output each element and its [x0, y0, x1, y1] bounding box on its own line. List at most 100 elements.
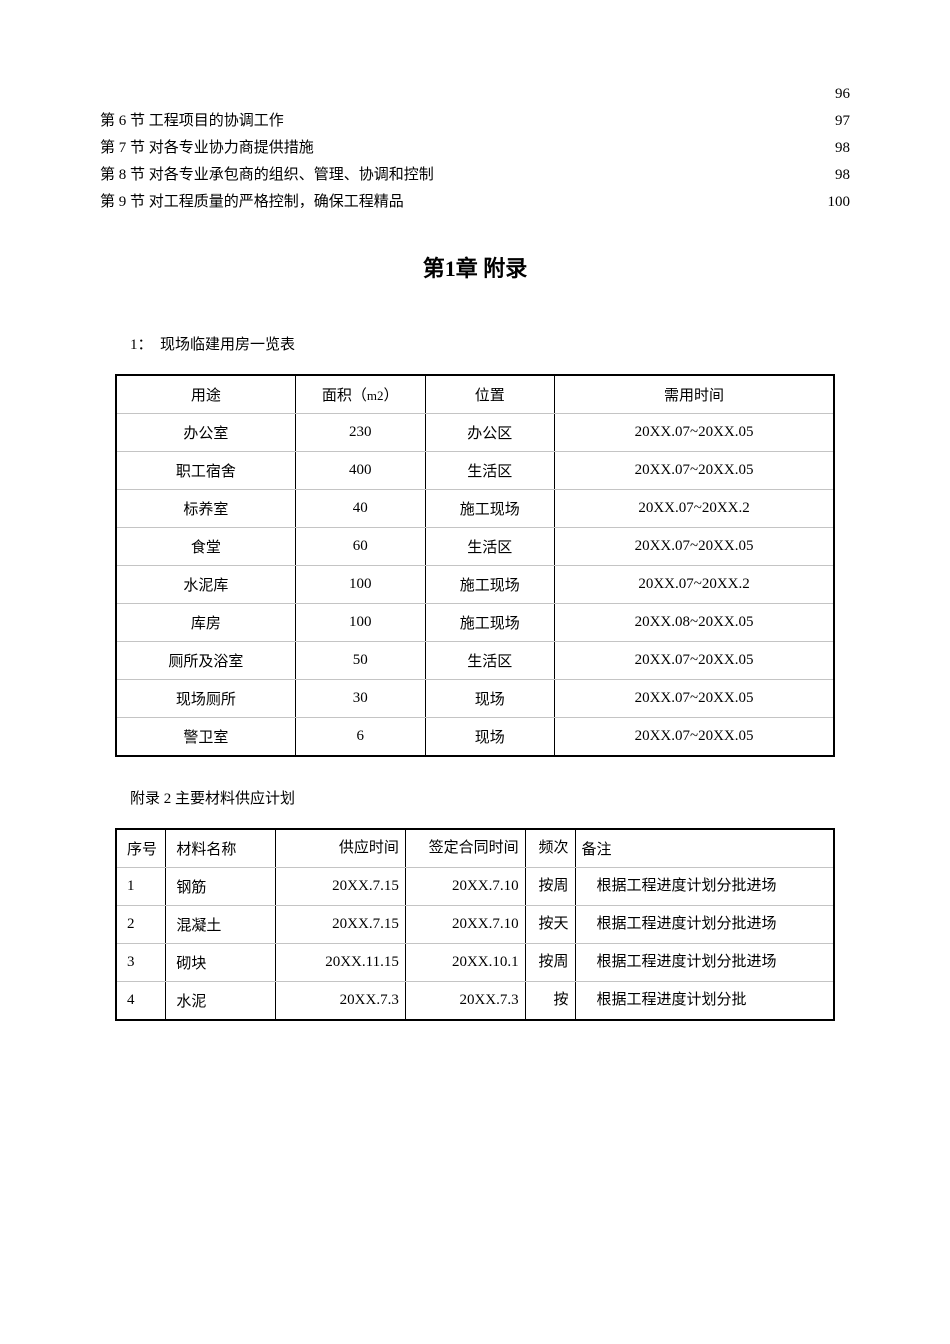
- cell: 6: [295, 718, 425, 757]
- cell: 40: [295, 490, 425, 528]
- table-row: 警卫室 6 现场 20XX.07~20XX.05: [116, 718, 834, 757]
- cell: 230: [295, 414, 425, 452]
- cell: 20XX.07~20XX.05: [555, 414, 834, 452]
- toc-line-0: 96: [100, 86, 850, 103]
- cell: 水泥: [166, 982, 276, 1021]
- chapter-title: 第1章 附录: [100, 251, 850, 283]
- cell: 20XX.07~20XX.05: [555, 680, 834, 718]
- cell: 现场厕所: [116, 680, 295, 718]
- cell: 20XX.10.1: [405, 944, 525, 982]
- cell: 办公区: [425, 414, 555, 452]
- table-row: 库房 100 施工现场 20XX.08~20XX.05: [116, 604, 834, 642]
- cell: 20XX.07~20XX.05: [555, 642, 834, 680]
- table-header-row: 用途 面积（m2） 位置 需用时间: [116, 375, 834, 414]
- col-material: 材料名称: [166, 829, 276, 868]
- cell: 3: [116, 944, 166, 982]
- col-area: 面积（m2）: [295, 375, 425, 414]
- cell: 2: [116, 906, 166, 944]
- cell: 按天: [525, 906, 575, 944]
- col-contract-time: 签定合同时间: [405, 829, 525, 868]
- toc-text: 第 6 节 工程项目的协调工作: [100, 109, 284, 130]
- cell: 60: [295, 528, 425, 566]
- cell: 食堂: [116, 528, 295, 566]
- cell: 生活区: [425, 452, 555, 490]
- cell: 20XX.07~20XX.05: [555, 718, 834, 757]
- cell: 按周: [525, 944, 575, 982]
- cell: 20XX.08~20XX.05: [555, 604, 834, 642]
- table-row: 1 钢筋 20XX.7.15 20XX.7.10 按周 根据工程进度计划分批进场: [116, 868, 834, 906]
- toc-page: 98: [835, 140, 850, 157]
- table-material-supply: 序号 材料名称 供应时间 签定合同时间 频次 备注 1 钢筋 20XX.7.15…: [115, 828, 835, 1021]
- table-row: 水泥库 100 施工现场 20XX.07~20XX.2: [116, 566, 834, 604]
- cell: 20XX.7.10: [405, 868, 525, 906]
- cell: 现场: [425, 680, 555, 718]
- cell: 生活区: [425, 642, 555, 680]
- cell: 20XX.11.15: [276, 944, 406, 982]
- toc-line-4: 第 9 节 对工程质量的严格控制，确保工程精品 100: [100, 190, 850, 211]
- toc-section: 96 第 6 节 工程项目的协调工作 97 第 7 节 对各专业协力商提供措施 …: [100, 86, 850, 211]
- cell: 按周: [525, 868, 575, 906]
- cell: 按: [525, 982, 575, 1021]
- cell: 1: [116, 868, 166, 906]
- table-row: 标养室 40 施工现场 20XX.07~20XX.2: [116, 490, 834, 528]
- cell: 400: [295, 452, 425, 490]
- cell: 根据工程进度计划分批进场: [575, 944, 834, 982]
- table-row: 职工宿舍 400 生活区 20XX.07~20XX.05: [116, 452, 834, 490]
- toc-page: 98: [835, 167, 850, 184]
- cell: 现场: [425, 718, 555, 757]
- cell: 办公室: [116, 414, 295, 452]
- cell: 20XX.07~20XX.05: [555, 528, 834, 566]
- col-location: 位置: [425, 375, 555, 414]
- col-usage: 用途: [116, 375, 295, 414]
- table-row: 2 混凝土 20XX.7.15 20XX.7.10 按天 根据工程进度计划分批进…: [116, 906, 834, 944]
- toc-page: 100: [828, 194, 851, 211]
- toc-line-1: 第 6 节 工程项目的协调工作 97: [100, 109, 850, 130]
- cell: 标养室: [116, 490, 295, 528]
- cell: 20XX.7.15: [276, 906, 406, 944]
- cell: 根据工程进度计划分批进场: [575, 906, 834, 944]
- cell: 砌块: [166, 944, 276, 982]
- cell: 30: [295, 680, 425, 718]
- toc-line-3: 第 8 节 对各专业承包商的组织、管理、协调和控制 98: [100, 163, 850, 184]
- table-row: 厕所及浴室 50 生活区 20XX.07~20XX.05: [116, 642, 834, 680]
- cell: 警卫室: [116, 718, 295, 757]
- section2-label: 附录 2 主要材料供应计划: [130, 787, 850, 808]
- cell: 根据工程进度计划分批进场: [575, 868, 834, 906]
- cell: 根据工程进度计划分批: [575, 982, 834, 1021]
- table-row: 办公室 230 办公区 20XX.07~20XX.05: [116, 414, 834, 452]
- toc-text: 第 9 节 对工程质量的严格控制，确保工程精品: [100, 190, 404, 211]
- table-row: 4 水泥 20XX.7.3 20XX.7.3 按 根据工程进度计划分批: [116, 982, 834, 1021]
- cell: 20XX.7.15: [276, 868, 406, 906]
- toc-text: 第 7 节 对各专业协力商提供措施: [100, 136, 314, 157]
- table-row: 现场厕所 30 现场 20XX.07~20XX.05: [116, 680, 834, 718]
- cell: 施工现场: [425, 490, 555, 528]
- cell: 施工现场: [425, 604, 555, 642]
- cell: 4: [116, 982, 166, 1021]
- cell: 20XX.07~20XX.05: [555, 452, 834, 490]
- toc-page: 96: [835, 86, 850, 103]
- cell: 厕所及浴室: [116, 642, 295, 680]
- cell: 100: [295, 604, 425, 642]
- section1-label: 1： 现场临建用房一览表: [130, 333, 850, 354]
- cell: 库房: [116, 604, 295, 642]
- table-header-row: 序号 材料名称 供应时间 签定合同时间 频次 备注: [116, 829, 834, 868]
- col-time: 需用时间: [555, 375, 834, 414]
- cell: 20XX.7.3: [405, 982, 525, 1021]
- cell: 生活区: [425, 528, 555, 566]
- table-temporary-buildings: 用途 面积（m2） 位置 需用时间 办公室 230 办公区 20XX.07~20…: [115, 374, 835, 757]
- table-row: 食堂 60 生活区 20XX.07~20XX.05: [116, 528, 834, 566]
- toc-page: 97: [835, 113, 850, 130]
- cell: 混凝土: [166, 906, 276, 944]
- table-row: 3 砌块 20XX.11.15 20XX.10.1 按周 根据工程进度计划分批进…: [116, 944, 834, 982]
- cell: 钢筋: [166, 868, 276, 906]
- toc-text: 第 8 节 对各专业承包商的组织、管理、协调和控制: [100, 163, 434, 184]
- col-freq: 频次: [525, 829, 575, 868]
- col-supply-time: 供应时间: [276, 829, 406, 868]
- cell: 20XX.7.10: [405, 906, 525, 944]
- cell: 水泥库: [116, 566, 295, 604]
- cell: 职工宿舍: [116, 452, 295, 490]
- toc-line-2: 第 7 节 对各专业协力商提供措施 98: [100, 136, 850, 157]
- cell: 20XX.7.3: [276, 982, 406, 1021]
- cell: 100: [295, 566, 425, 604]
- cell: 20XX.07~20XX.2: [555, 490, 834, 528]
